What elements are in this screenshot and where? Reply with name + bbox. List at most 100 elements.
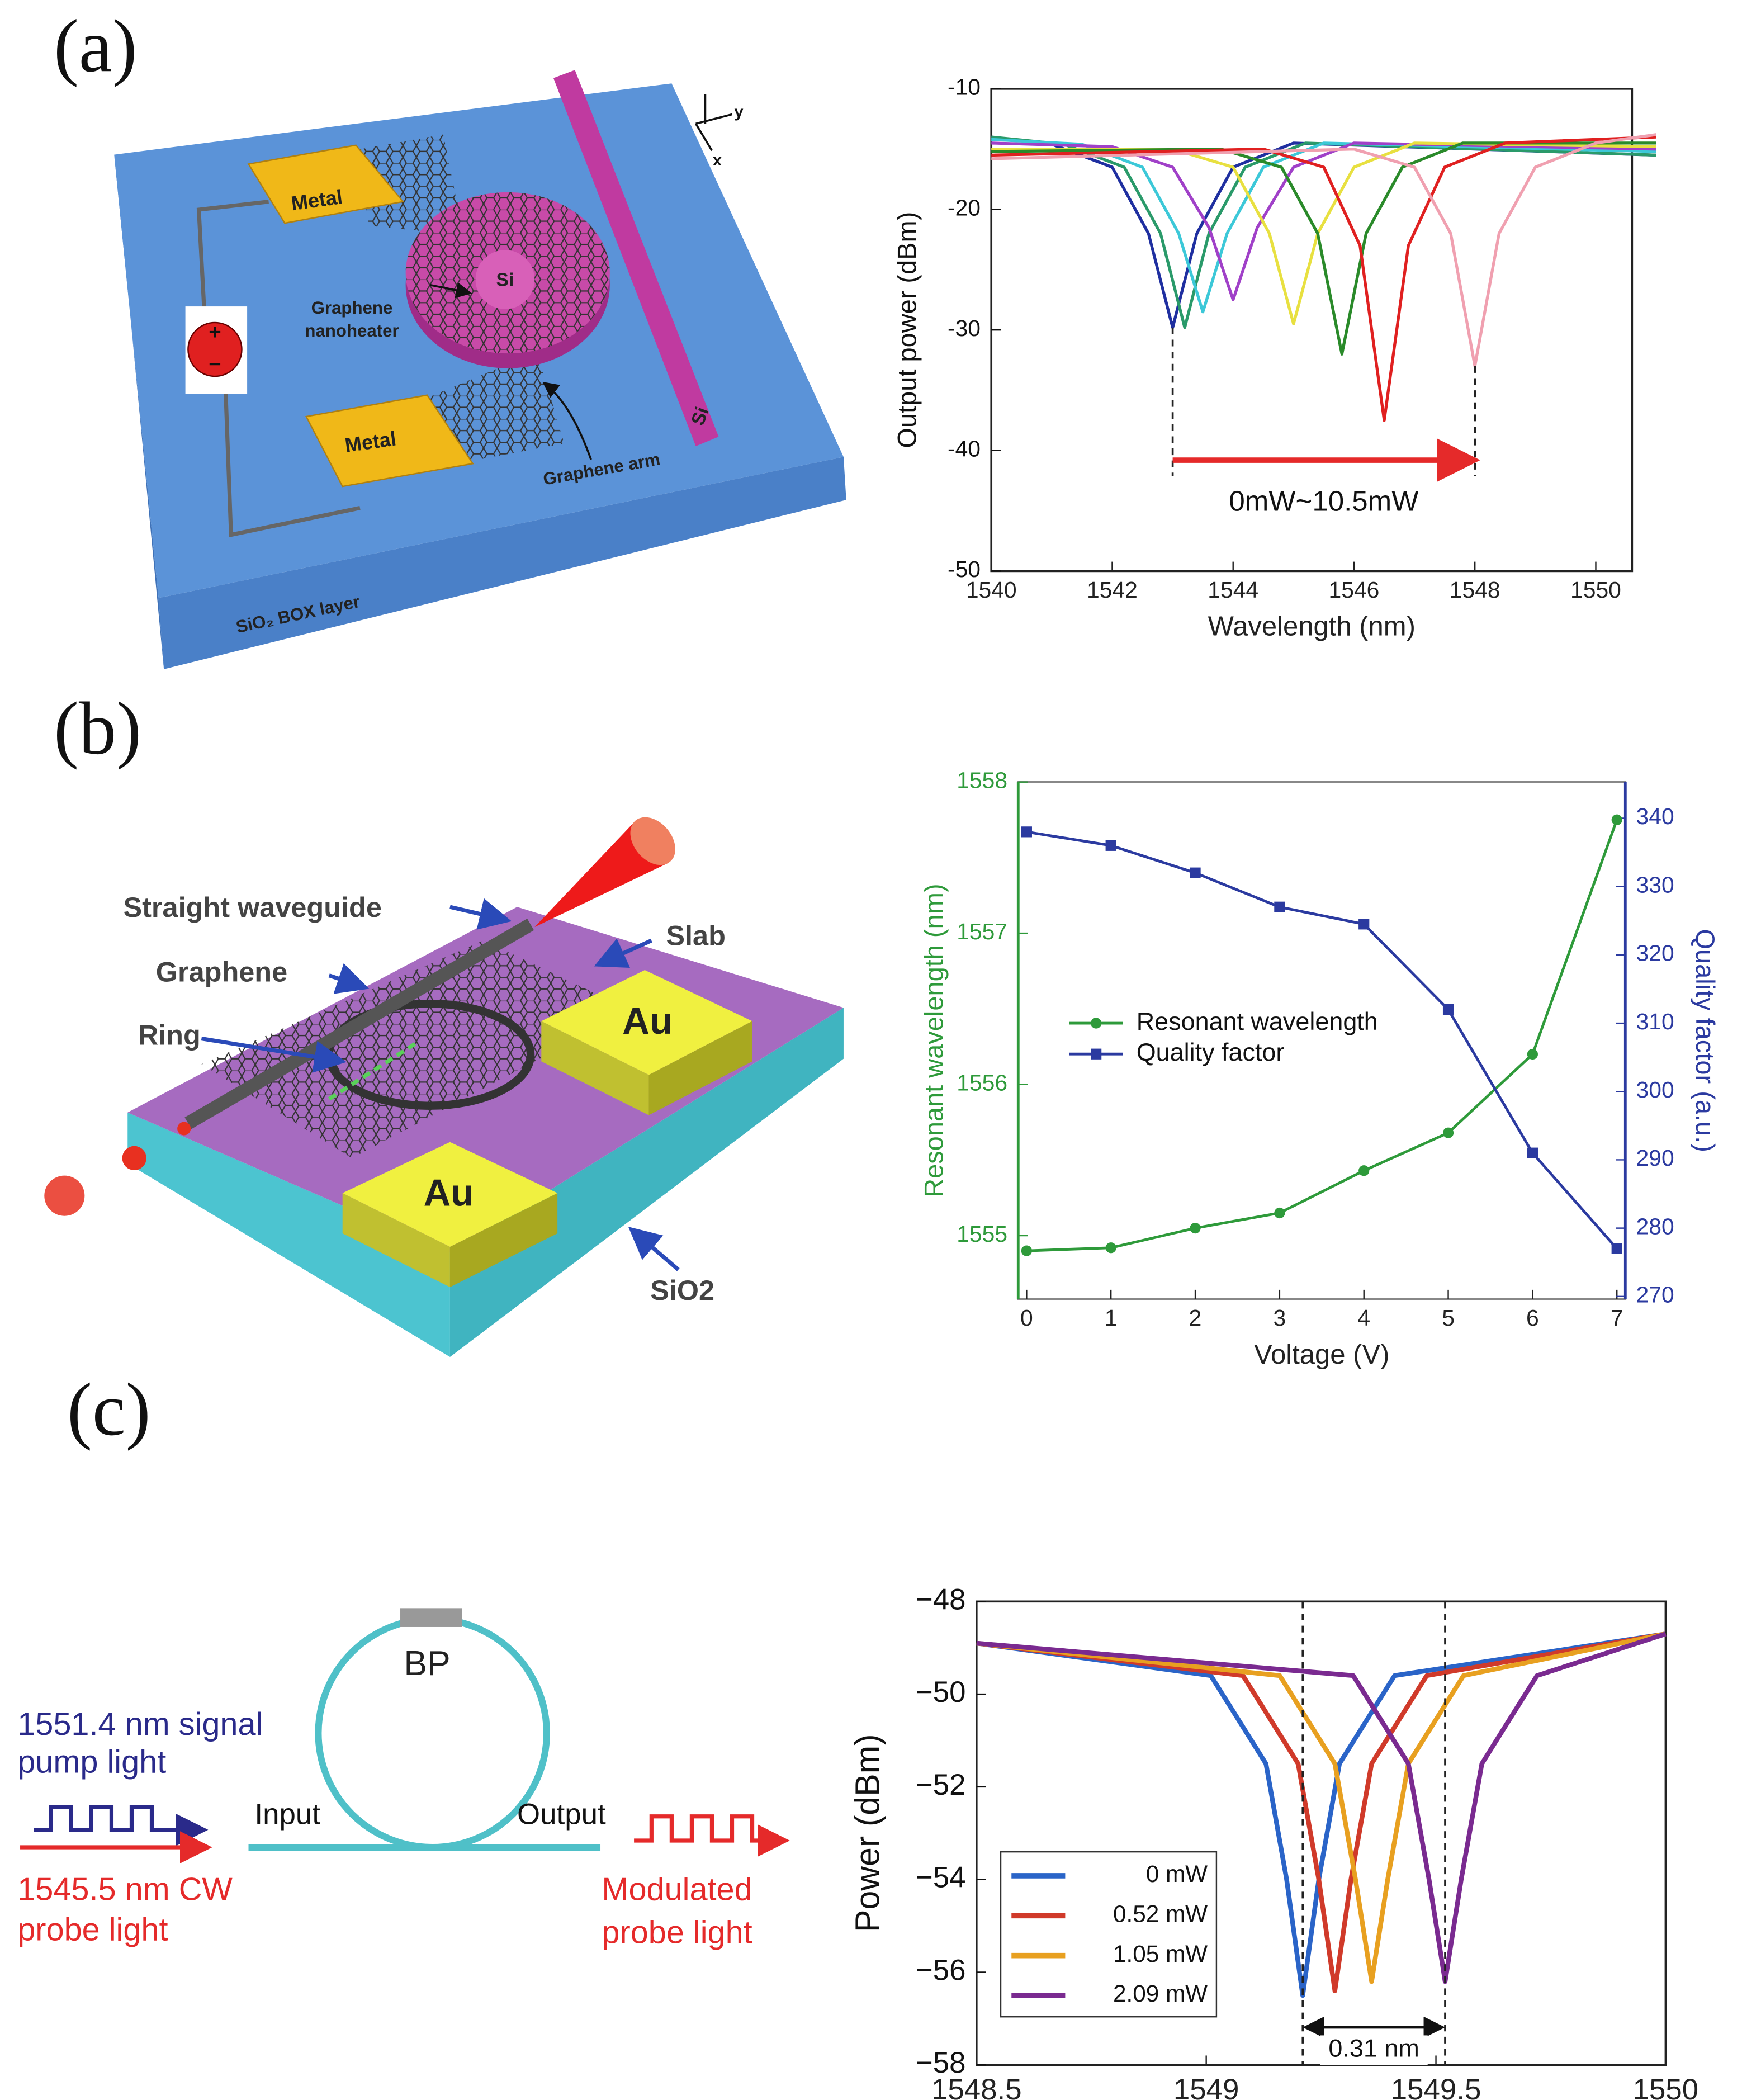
- battery: [187, 321, 243, 377]
- light-dot: [122, 1146, 146, 1171]
- series-line: [976, 1631, 1667, 1993]
- chart: 0 1 2 3 4 5 6 7 1555 1556 1557 1558 270 280 290 300 310 3…: [919, 767, 1720, 1369]
- light-dot: [177, 1122, 191, 1136]
- marker: [1611, 1243, 1622, 1254]
- x-tick-label: 1546: [1329, 577, 1380, 603]
- plot-frame: [1017, 781, 1627, 1300]
- diagram-label: Input: [254, 1798, 320, 1831]
- y-axis-label: Resonant wavelength (nm): [919, 884, 949, 1198]
- pump-pulse: [34, 1805, 209, 1846]
- legend-label: 2.09 mW: [1113, 1980, 1208, 2007]
- wire: [196, 200, 361, 537]
- legend-label: 0.52 mW: [1113, 1901, 1208, 1927]
- diagram-label: Si: [496, 269, 514, 290]
- x-tick-label: 1548: [1450, 577, 1500, 603]
- x-tick-label: 1549: [1173, 2073, 1239, 2100]
- marker: [1274, 1207, 1285, 1219]
- legend-marker: [1091, 1018, 1102, 1029]
- chart: 1548.515491549.51550−58−56−54−52−50−48Wa…: [849, 1583, 1699, 2100]
- y-tick-label: −54: [916, 1861, 966, 1894]
- y-axis-label: Output power (dBm): [892, 212, 922, 448]
- slab-front: [158, 457, 846, 669]
- y2-tick-label: 330: [1636, 872, 1674, 897]
- diagram-label: −: [209, 352, 221, 376]
- y2-tick-label: 290: [1636, 1145, 1674, 1171]
- series-line: [991, 135, 1656, 329]
- marker: [1274, 901, 1285, 912]
- arrow: [542, 381, 592, 460]
- au-side: [648, 1021, 752, 1115]
- diagram-label: y: [734, 103, 743, 121]
- series-line: [976, 1631, 1667, 1984]
- marker: [1442, 1004, 1454, 1015]
- y-tick-label: -40: [948, 436, 981, 462]
- substrate-side: [449, 1008, 844, 1358]
- series-line: [1026, 819, 1618, 1252]
- series-line: [991, 135, 1656, 422]
- marker: [1105, 1242, 1116, 1254]
- marker: [1190, 1222, 1201, 1234]
- diagram-label: pump light: [17, 1744, 166, 1780]
- legend-label: 1.05 mW: [1113, 1941, 1208, 1967]
- series-line: [976, 1631, 1667, 1998]
- x-tick-label: 1544: [1208, 577, 1258, 603]
- x-tick-label: 4: [1357, 1305, 1370, 1331]
- y-tick-label: 1555: [957, 1221, 1007, 1247]
- arrow: [328, 963, 370, 994]
- au-pad: [541, 970, 752, 1075]
- y-tick-label: -20: [948, 195, 981, 220]
- diagram-label: nanoheater: [305, 321, 399, 340]
- x-axis-label: Voltage (V): [1254, 1340, 1389, 1370]
- x-tick-label: 1: [1105, 1305, 1118, 1331]
- au-pad: [342, 1142, 558, 1247]
- graphene-mesh: [201, 940, 632, 1158]
- diagram-label: BP: [404, 1644, 450, 1683]
- y2-axis-label: Quality factor (a.u.): [1691, 929, 1720, 1152]
- diagram-label: Output: [517, 1798, 606, 1831]
- marker: [1021, 1245, 1032, 1256]
- straight-waveguide: [184, 918, 534, 1129]
- diagram-label: Graphene: [311, 298, 393, 318]
- diagram-label: Modulated: [602, 1872, 752, 1908]
- panel-label: (a): [54, 4, 137, 88]
- series-line: [991, 135, 1656, 329]
- x-tick-label: 1550: [1633, 2073, 1699, 2100]
- arrow: [628, 1227, 680, 1271]
- annotation: 0.31 nm: [1328, 2034, 1419, 2063]
- diagram-label: 1551.4 nm signal: [17, 1706, 263, 1742]
- y-tick-label: −48: [916, 1583, 966, 1616]
- series-line: [1026, 830, 1618, 1250]
- au-side: [342, 1193, 450, 1288]
- marker: [1190, 867, 1201, 878]
- substrate-front: [127, 1112, 450, 1358]
- arrow: [201, 1037, 347, 1073]
- x-tick-label: 0: [1020, 1305, 1033, 1331]
- series-line: [991, 141, 1656, 325]
- diagram-label: Straight waveguide: [123, 891, 381, 923]
- legend-marker: [1091, 1048, 1102, 1060]
- y-tick-label: -50: [948, 556, 981, 582]
- marker: [1105, 840, 1116, 851]
- diagram-label: Slab: [666, 920, 726, 952]
- y2-tick-label: 280: [1636, 1213, 1674, 1239]
- y-tick-label: −58: [916, 2046, 966, 2079]
- x-tick-label: 1549.5: [1391, 2073, 1481, 2100]
- diagram-label: +: [209, 320, 221, 344]
- x-tick-label: 6: [1526, 1305, 1539, 1331]
- diagram-label: probe light: [17, 1912, 168, 1948]
- diagram-label: x: [713, 152, 722, 169]
- diagram-label: Ring: [138, 1019, 201, 1051]
- y2-tick-label: 340: [1636, 803, 1674, 829]
- panel-label: (b): [54, 687, 141, 770]
- marker: [1527, 1147, 1538, 1158]
- device-b: [44, 817, 844, 1358]
- y-axis-label: Power (dBm): [849, 1734, 887, 1933]
- y2-tick-label: 300: [1636, 1077, 1674, 1103]
- schematic-c: [20, 1608, 790, 1863]
- x-axis-label: Wavelength (nm): [1208, 611, 1416, 641]
- x-tick-label: 1550: [1570, 577, 1621, 603]
- x-tick-label: 1548.5: [931, 2073, 1022, 2100]
- x-tick-label: 5: [1442, 1305, 1455, 1331]
- x-tick-label: 1540: [966, 577, 1017, 603]
